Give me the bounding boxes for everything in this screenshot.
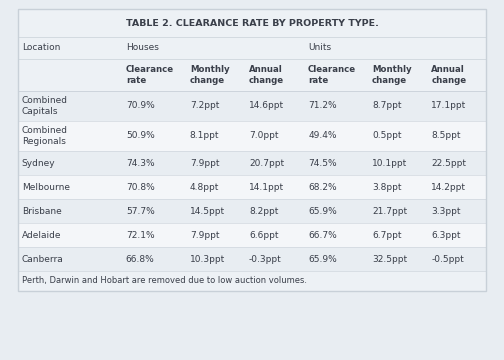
- Text: 22.5ppt: 22.5ppt: [431, 158, 466, 167]
- Text: Combined
Capitals: Combined Capitals: [22, 96, 68, 116]
- Bar: [18, 9, 486, 291]
- Text: TABLE 2. CLEARANCE RATE BY PROPERTY TYPE.: TABLE 2. CLEARANCE RATE BY PROPERTY TYPE…: [125, 18, 379, 27]
- Text: 7.9ppt: 7.9ppt: [190, 158, 219, 167]
- Text: 70.9%: 70.9%: [126, 102, 155, 111]
- Bar: [18, 175, 486, 199]
- Text: 21.7ppt: 21.7ppt: [372, 207, 407, 216]
- Text: Monthly
change: Monthly change: [372, 65, 412, 85]
- Text: Melbourne: Melbourne: [22, 183, 70, 192]
- Text: 71.2%: 71.2%: [308, 102, 337, 111]
- Text: Annual
change: Annual change: [249, 65, 284, 85]
- Text: 8.1ppt: 8.1ppt: [190, 131, 219, 140]
- Text: 10.3ppt: 10.3ppt: [190, 255, 225, 264]
- Text: 8.2ppt: 8.2ppt: [249, 207, 278, 216]
- Text: Units: Units: [308, 44, 331, 53]
- Text: Sydney: Sydney: [22, 158, 55, 167]
- Bar: [18, 121, 486, 151]
- Text: 74.5%: 74.5%: [308, 158, 337, 167]
- Bar: [18, 59, 486, 91]
- Bar: [18, 223, 486, 247]
- Text: 6.6ppt: 6.6ppt: [249, 230, 278, 239]
- Text: 17.1ppt: 17.1ppt: [431, 102, 466, 111]
- Bar: [18, 271, 486, 291]
- Text: 7.2ppt: 7.2ppt: [190, 102, 219, 111]
- Text: Annual
change: Annual change: [431, 65, 466, 85]
- Text: 50.9%: 50.9%: [126, 131, 155, 140]
- Text: 3.8ppt: 3.8ppt: [372, 183, 402, 192]
- Text: 57.7%: 57.7%: [126, 207, 155, 216]
- Text: Location: Location: [22, 44, 60, 53]
- Text: 10.1ppt: 10.1ppt: [372, 158, 407, 167]
- Text: 70.8%: 70.8%: [126, 183, 155, 192]
- Text: 8.7ppt: 8.7ppt: [372, 102, 402, 111]
- Bar: [18, 9, 486, 37]
- Text: Brisbane: Brisbane: [22, 207, 61, 216]
- Text: 72.1%: 72.1%: [126, 230, 155, 239]
- Text: 66.8%: 66.8%: [126, 255, 155, 264]
- Text: 7.9ppt: 7.9ppt: [190, 230, 219, 239]
- Text: Houses: Houses: [126, 44, 159, 53]
- Text: 7.0ppt: 7.0ppt: [249, 131, 278, 140]
- Text: 66.7%: 66.7%: [308, 230, 337, 239]
- Text: Combined
Regionals: Combined Regionals: [22, 126, 68, 146]
- Text: 0.5ppt: 0.5ppt: [372, 131, 402, 140]
- Text: Clearance
rate: Clearance rate: [308, 65, 356, 85]
- Bar: [18, 151, 486, 175]
- Text: -0.5ppt: -0.5ppt: [431, 255, 464, 264]
- Text: Clearance
rate: Clearance rate: [126, 65, 174, 85]
- Text: -0.3ppt: -0.3ppt: [249, 255, 282, 264]
- Text: 65.9%: 65.9%: [308, 255, 337, 264]
- Bar: [18, 37, 486, 59]
- Text: 8.5ppt: 8.5ppt: [431, 131, 461, 140]
- Text: 6.3ppt: 6.3ppt: [431, 230, 461, 239]
- Text: 14.6ppt: 14.6ppt: [249, 102, 284, 111]
- Text: 65.9%: 65.9%: [308, 207, 337, 216]
- Text: 74.3%: 74.3%: [126, 158, 155, 167]
- Text: 14.5ppt: 14.5ppt: [190, 207, 225, 216]
- Bar: [18, 247, 486, 271]
- Text: 49.4%: 49.4%: [308, 131, 337, 140]
- Text: Canberra: Canberra: [22, 255, 64, 264]
- Bar: [18, 199, 486, 223]
- Text: 14.2ppt: 14.2ppt: [431, 183, 466, 192]
- Text: Adelaide: Adelaide: [22, 230, 61, 239]
- Text: 14.1ppt: 14.1ppt: [249, 183, 284, 192]
- Bar: [18, 91, 486, 121]
- Text: 6.7ppt: 6.7ppt: [372, 230, 402, 239]
- Text: Monthly
change: Monthly change: [190, 65, 229, 85]
- Text: 3.3ppt: 3.3ppt: [431, 207, 461, 216]
- Text: 4.8ppt: 4.8ppt: [190, 183, 219, 192]
- Text: 20.7ppt: 20.7ppt: [249, 158, 284, 167]
- Text: 68.2%: 68.2%: [308, 183, 337, 192]
- Text: Perth, Darwin and Hobart are removed due to low auction volumes.: Perth, Darwin and Hobart are removed due…: [22, 276, 306, 285]
- Text: 32.5ppt: 32.5ppt: [372, 255, 407, 264]
